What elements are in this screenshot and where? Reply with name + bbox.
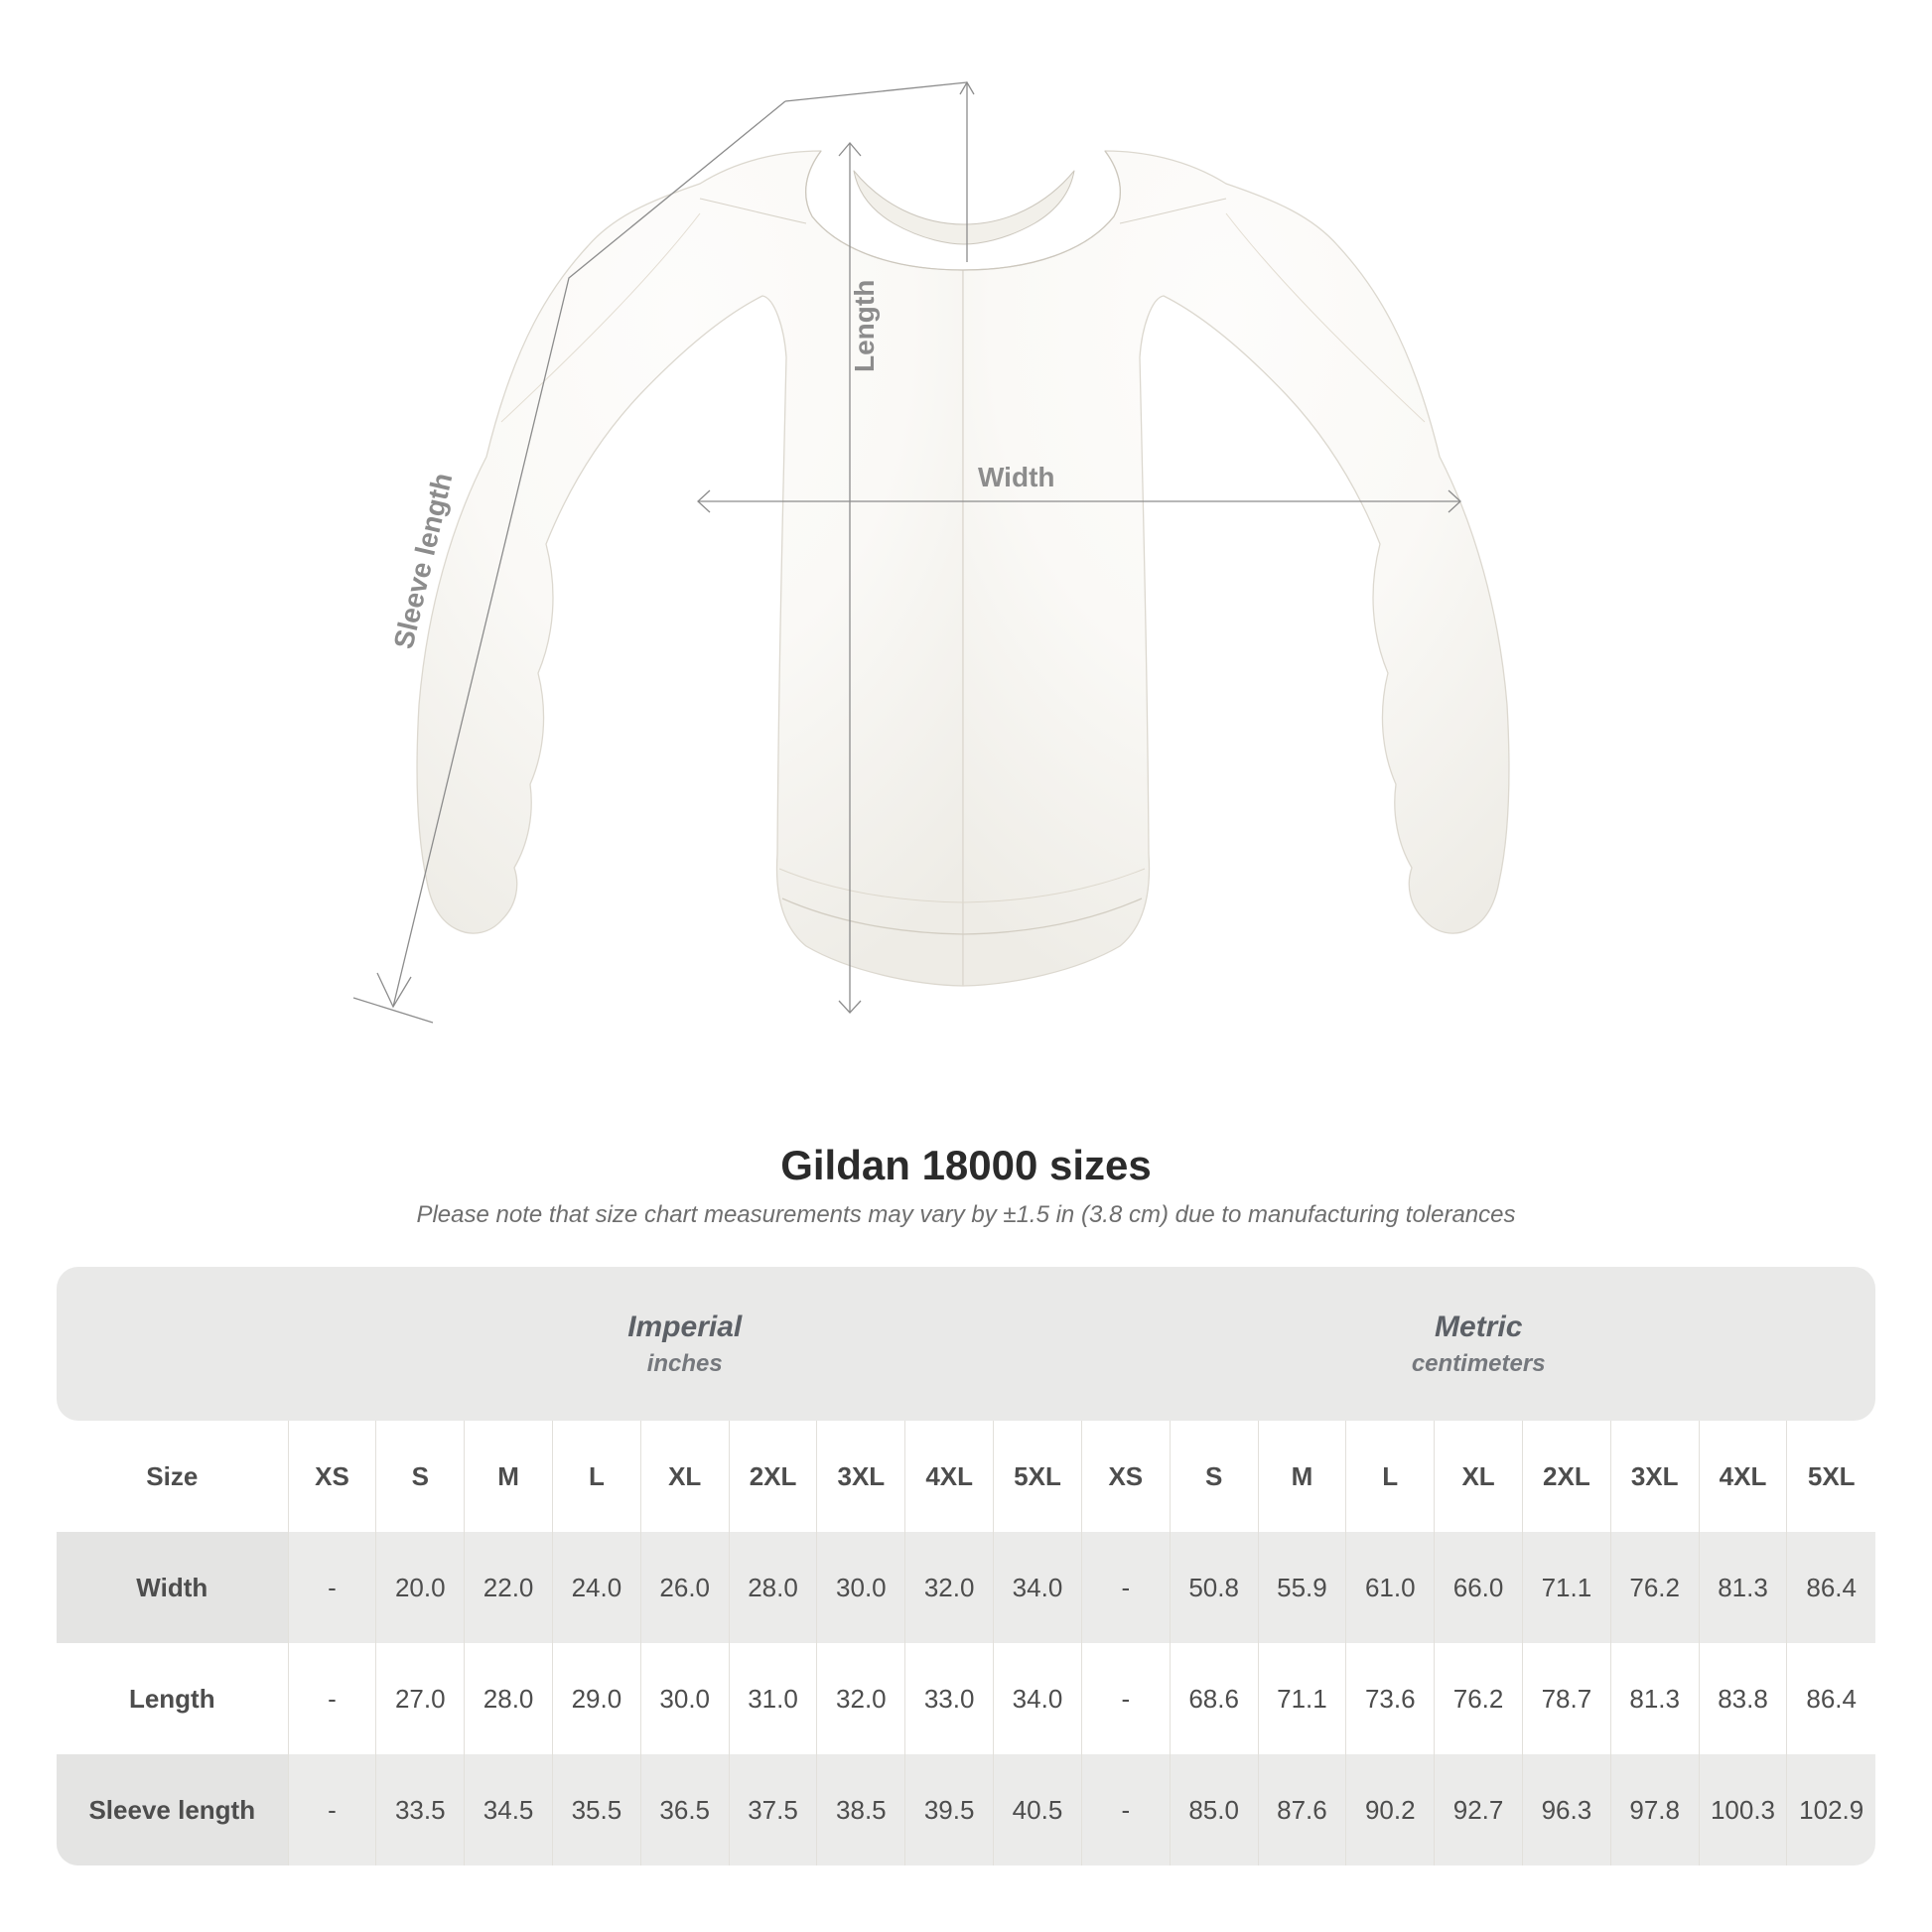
svg-text:Width: Width	[978, 462, 1055, 492]
svg-text:Sleeve length: Sleeve length	[388, 470, 459, 651]
svg-text:Length: Length	[849, 280, 880, 372]
